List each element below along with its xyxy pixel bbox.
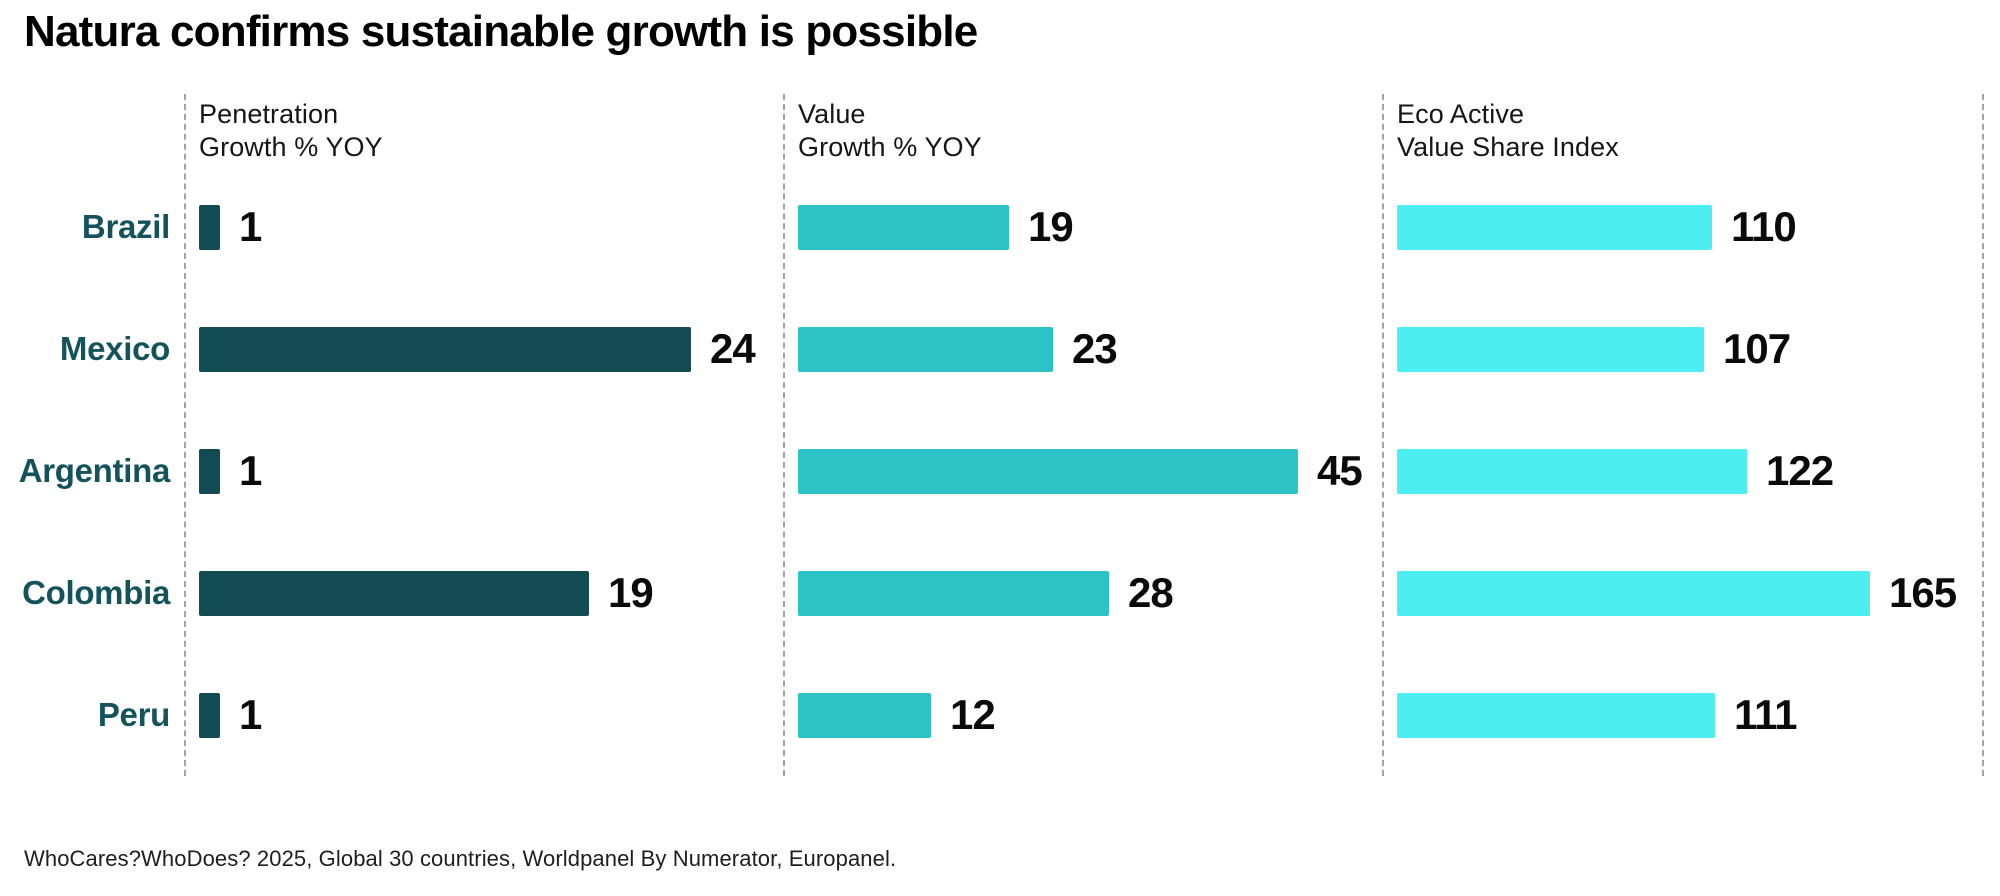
bar-row-mexico: 24 — [186, 288, 783, 410]
bar-row-brazil: 19 — [785, 166, 1382, 288]
country-label-mexico: Mexico — [59, 330, 170, 368]
bar-row-argentina: 122 — [1384, 410, 1982, 532]
bar-row-colombia: 28 — [785, 532, 1382, 654]
country-label-peru: Peru — [97, 696, 170, 734]
eco-active-value-share-bar-argentina — [1397, 448, 1747, 494]
bar-value: 19 — [1028, 203, 1074, 251]
bar-row-brazil: 110 — [1384, 166, 1982, 288]
source-footer: WhoCares?WhoDoes? 2025, Global 30 countr… — [24, 846, 897, 872]
eco-active-value-share-bar-mexico — [1397, 326, 1704, 372]
eco-active-value-share-bar-brazil — [1397, 204, 1712, 250]
value-growth-bar-argentina — [798, 448, 1298, 494]
bar-row-colombia: 165 — [1384, 532, 1982, 654]
bar-value: 122 — [1766, 447, 1834, 495]
bar-row-peru: 12 — [785, 654, 1382, 776]
bar-value: 45 — [1317, 447, 1363, 495]
bar-row-brazil: 1 — [186, 166, 783, 288]
bar-value: 12 — [950, 691, 996, 739]
eco-active-value-share-bar-peru — [1397, 692, 1715, 738]
bar-value: 1 — [239, 203, 262, 251]
page-title: Natura confirms sustainable growth is po… — [24, 7, 978, 56]
right-divider — [1982, 94, 1984, 777]
country-label-brazil: Brazil — [81, 208, 170, 246]
panel-header-penetration-growth: Penetration Growth % YOY — [186, 94, 783, 166]
penetration-growth-bar-colombia — [199, 570, 589, 616]
penetration-growth-bar-peru — [199, 692, 220, 738]
panel-header-line: Value — [798, 99, 866, 130]
bar-value: 111 — [1734, 691, 1797, 739]
bar-row-mexico: 23 — [785, 288, 1382, 410]
bar-row-peru: 1 — [186, 654, 783, 776]
penetration-growth-bar-mexico — [199, 326, 691, 372]
bar-value: 110 — [1731, 203, 1797, 251]
bar-value: 19 — [608, 569, 654, 617]
panel-header-line: Growth % YOY — [798, 132, 982, 163]
penetration-growth-bar-brazil — [199, 204, 220, 250]
bar-value: 1 — [239, 691, 262, 739]
bar-row-peru: 111 — [1384, 654, 1982, 776]
bar-row-mexico: 107 — [1384, 288, 1982, 410]
value-growth-bar-peru — [798, 692, 931, 738]
bar-value: 1 — [239, 447, 262, 495]
panel-header-line: Growth % YOY — [199, 132, 383, 163]
panel-value-growth: Value Growth % YOY 19 23 45 28 12 — [783, 94, 1382, 777]
bar-value: 24 — [710, 325, 756, 373]
value-growth-bar-mexico — [798, 326, 1053, 372]
bar-value: 107 — [1723, 325, 1791, 373]
panel-header-value-growth: Value Growth % YOY — [785, 94, 1382, 166]
chart: Brazil Mexico Argentina Colombia Peru Penetr… — [0, 94, 2000, 777]
header-spacer — [0, 94, 184, 166]
country-label-argentina: Argentina — [18, 452, 171, 490]
country-label-colombia: Colombia — [22, 574, 170, 612]
panel-header-line: Penetration — [199, 99, 339, 130]
bar-value: 28 — [1128, 569, 1174, 617]
panel-eco-active-value-share: Eco Active Value Share Index 110 107 122 165 1… — [1382, 94, 1982, 777]
panel-header-line: Eco Active — [1397, 99, 1525, 130]
country-labels: Brazil Mexico Argentina Colombia Peru — [0, 94, 184, 776]
penetration-growth-bar-argentina — [199, 448, 220, 494]
bar-value: 165 — [1889, 569, 1957, 617]
eco-active-value-share-bar-colombia — [1397, 570, 1870, 616]
panel-penetration-growth: Penetration Growth % YOY 1 24 1 19 1 — [184, 94, 783, 777]
panel-header-line: Value Share Index — [1397, 132, 1619, 163]
bar-row-argentina: 45 — [785, 410, 1382, 532]
bar-row-argentina: 1 — [186, 410, 783, 532]
bar-row-colombia: 19 — [186, 532, 783, 654]
value-growth-bar-colombia — [798, 570, 1109, 616]
bar-value: 23 — [1072, 325, 1118, 373]
value-growth-bar-brazil — [798, 204, 1009, 250]
panel-header-eco-active-value-share: Eco Active Value Share Index — [1384, 94, 1982, 166]
